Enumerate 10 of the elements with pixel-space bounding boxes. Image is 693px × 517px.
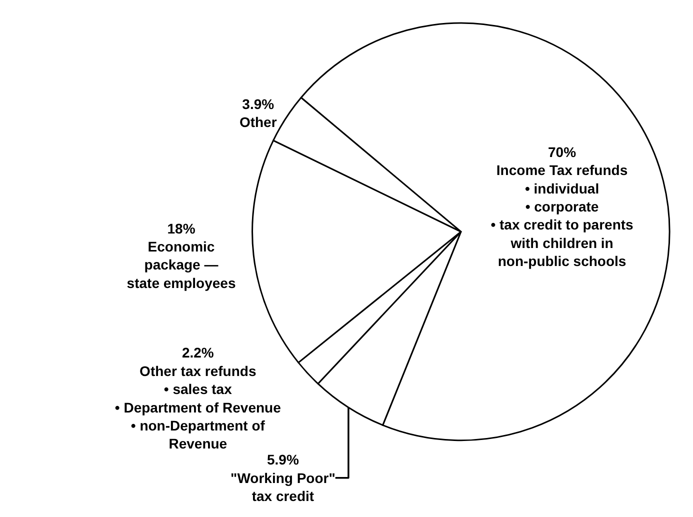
slice-label: Economic package — state employees	[126, 238, 236, 291]
data-label: 5.9%	[266, 452, 300, 468]
slice-label: Other	[239, 114, 278, 130]
data-label: 3.9%	[242, 96, 275, 112]
slice-label: "Working Poor" tax credit	[230, 470, 336, 504]
data-label: 18%	[167, 220, 196, 236]
slice-label: Other tax refunds • sales tax • Department of Revenue • non-Department of Revenue	[114, 362, 282, 452]
data-label: 2.2%	[182, 344, 214, 361]
data-label: 70%	[548, 144, 577, 160]
slice-label: Income Tax refunds • individual • corporate • tax credit to parents with children in non-public schools	[490, 162, 634, 270]
